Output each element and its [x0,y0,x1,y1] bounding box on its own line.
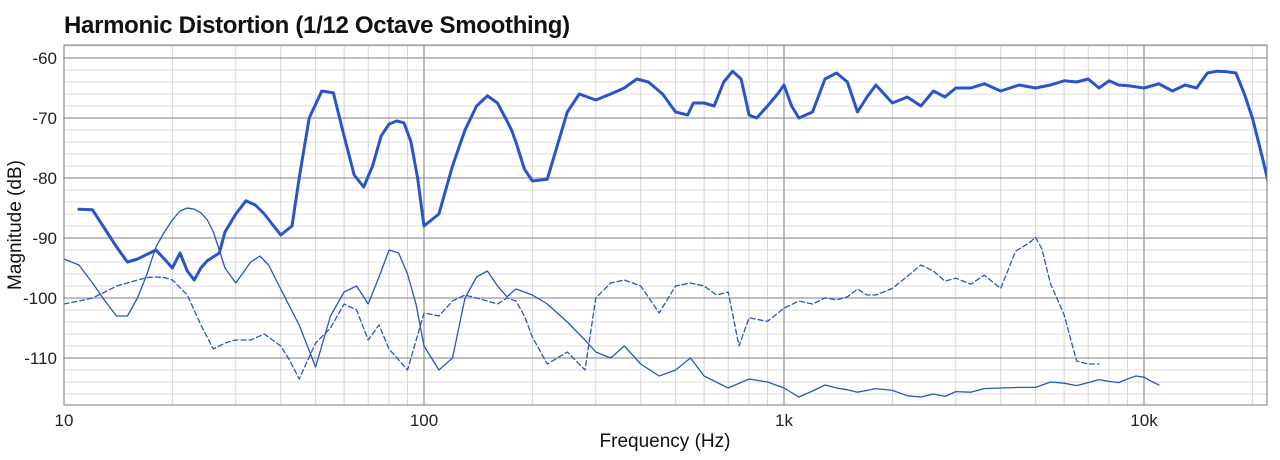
series-line-thin [64,207,1160,398]
series-line-dashed [64,236,1100,380]
x-tick-label: 100 [410,411,438,430]
x-tick-label: 10 [55,411,74,430]
plot-frame [63,44,1268,406]
plot-area [64,45,1267,405]
y-tick-label: -60 [32,49,57,68]
major-grid-horizontal [64,57,1267,359]
y-tick-label: -90 [32,229,57,248]
series-line-thick [77,69,1267,282]
minor-grid-vertical [171,45,1253,405]
minor-grid-horizontal [64,45,1267,395]
y-tick-label: -100 [23,289,57,308]
x-tick-label: 1k [775,411,793,430]
y-tick-label: -80 [32,169,57,188]
x-axis-label: Frequency (Hz) [600,431,731,452]
x-tick-labels: 10 100 1k 10k [55,411,1159,430]
series-layer [64,69,1267,398]
y-axis-label: Magnitude (dB) [5,160,26,290]
chart-title: Harmonic Distortion (1/12 Octave Smoothi… [64,12,570,39]
x-tick-label: 10k [1130,411,1158,430]
y-tick-label: -70 [32,109,57,128]
y-tick-label: -110 [24,349,57,368]
y-tick-labels: -60 -70 -80 -90 -100 -110 [23,49,57,368]
